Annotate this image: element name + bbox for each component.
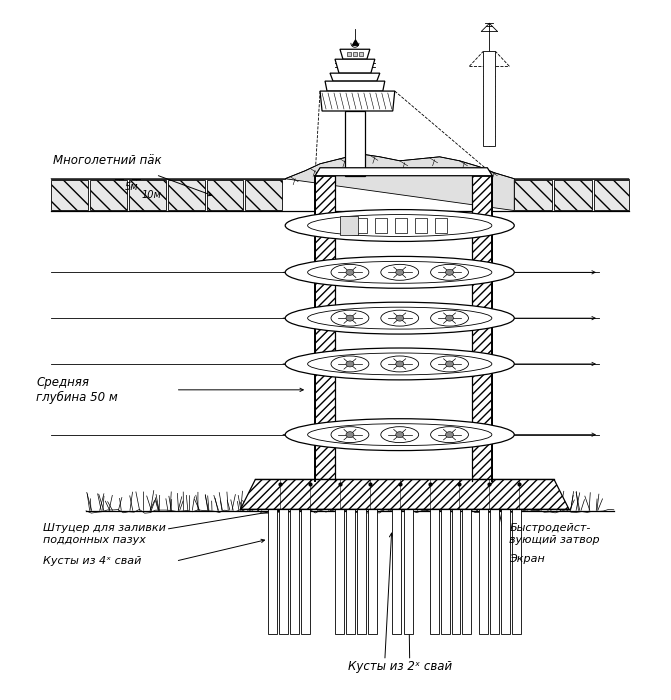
Ellipse shape	[307, 215, 492, 237]
Polygon shape	[129, 180, 166, 209]
Ellipse shape	[446, 432, 454, 438]
Ellipse shape	[346, 361, 354, 367]
Polygon shape	[90, 180, 127, 209]
Polygon shape	[359, 52, 363, 56]
Polygon shape	[512, 510, 521, 634]
Polygon shape	[345, 111, 365, 176]
Ellipse shape	[285, 348, 514, 380]
Ellipse shape	[396, 315, 404, 321]
Ellipse shape	[331, 427, 369, 442]
Ellipse shape	[346, 315, 354, 321]
Text: Многолетний пäк: Многолетний пäк	[53, 154, 162, 167]
Text: Средняя
глубина 50 м: Средняя глубина 50 м	[36, 376, 118, 404]
Ellipse shape	[431, 310, 468, 326]
Ellipse shape	[446, 270, 454, 275]
Polygon shape	[514, 180, 552, 209]
Polygon shape	[392, 510, 401, 634]
Ellipse shape	[331, 356, 369, 372]
Polygon shape	[435, 218, 446, 234]
Ellipse shape	[331, 310, 369, 326]
Polygon shape	[290, 510, 299, 634]
Polygon shape	[357, 510, 366, 634]
Polygon shape	[279, 510, 289, 634]
Polygon shape	[375, 218, 386, 234]
Ellipse shape	[307, 307, 492, 329]
Ellipse shape	[446, 361, 454, 367]
Polygon shape	[501, 510, 510, 634]
Text: Кусты из 2ˣ свай: Кусты из 2ˣ свай	[348, 660, 452, 673]
Polygon shape	[346, 510, 355, 634]
Polygon shape	[207, 180, 244, 209]
Ellipse shape	[307, 424, 492, 446]
Ellipse shape	[396, 432, 404, 438]
Polygon shape	[483, 51, 495, 146]
Polygon shape	[315, 168, 493, 176]
Polygon shape	[452, 510, 460, 634]
Ellipse shape	[307, 353, 492, 375]
Polygon shape	[335, 510, 344, 634]
Text: Быстродейст-
вующий затвор: Быстродейст- вующий затвор	[509, 524, 600, 545]
Polygon shape	[51, 180, 88, 209]
Polygon shape	[479, 510, 488, 634]
Polygon shape	[340, 216, 358, 235]
Text: Кусты из 4ˣ свай: Кусты из 4ˣ свай	[43, 556, 142, 566]
Ellipse shape	[396, 361, 404, 367]
Ellipse shape	[331, 265, 369, 280]
Polygon shape	[441, 510, 450, 634]
Text: 5м: 5м	[125, 182, 138, 192]
Polygon shape	[320, 91, 395, 111]
Ellipse shape	[285, 209, 514, 241]
Ellipse shape	[431, 356, 468, 372]
Ellipse shape	[381, 356, 419, 372]
Polygon shape	[325, 81, 384, 91]
Polygon shape	[335, 60, 375, 74]
Ellipse shape	[285, 256, 514, 288]
Polygon shape	[415, 218, 427, 234]
Ellipse shape	[285, 419, 514, 451]
Polygon shape	[355, 218, 367, 234]
Polygon shape	[315, 176, 335, 482]
Polygon shape	[462, 510, 472, 634]
Text: 10м: 10м	[142, 190, 162, 200]
Ellipse shape	[381, 427, 419, 442]
Ellipse shape	[431, 265, 468, 280]
Text: Экран: Экран	[509, 554, 545, 564]
Polygon shape	[594, 180, 629, 209]
Polygon shape	[340, 49, 370, 60]
Polygon shape	[395, 218, 407, 234]
Ellipse shape	[381, 265, 419, 280]
Polygon shape	[429, 510, 439, 634]
Polygon shape	[347, 52, 351, 56]
Polygon shape	[268, 510, 277, 634]
Polygon shape	[554, 180, 592, 209]
Ellipse shape	[346, 270, 354, 275]
Polygon shape	[491, 510, 499, 634]
Text: Штуцер для заливки
поддонных пазух: Штуцер для заливки поддонных пазух	[43, 524, 166, 545]
Polygon shape	[285, 154, 514, 211]
Ellipse shape	[381, 310, 419, 326]
Ellipse shape	[431, 427, 468, 442]
Polygon shape	[353, 52, 357, 56]
Polygon shape	[368, 510, 377, 634]
Ellipse shape	[346, 432, 354, 438]
Ellipse shape	[307, 261, 492, 284]
Ellipse shape	[396, 270, 404, 275]
Polygon shape	[246, 180, 282, 209]
Polygon shape	[168, 180, 205, 209]
Ellipse shape	[285, 302, 514, 334]
Ellipse shape	[446, 315, 454, 321]
Polygon shape	[301, 510, 310, 634]
Polygon shape	[404, 510, 413, 634]
Polygon shape	[330, 74, 380, 81]
Polygon shape	[472, 176, 493, 482]
Polygon shape	[240, 480, 569, 510]
